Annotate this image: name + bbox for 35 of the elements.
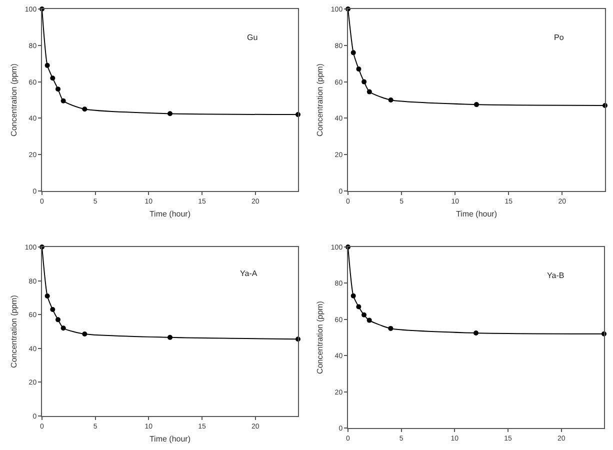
point [366, 89, 372, 94]
point [60, 326, 66, 331]
point [56, 317, 60, 322]
x-axis-title: Time (hour) [149, 434, 191, 444]
point [356, 304, 362, 310]
point [44, 62, 50, 68]
point [474, 330, 478, 336]
point [350, 50, 356, 56]
annotation: Gu [247, 33, 258, 42]
point [388, 326, 394, 331]
point [362, 312, 366, 318]
point [60, 98, 66, 104]
point [474, 102, 479, 108]
point [388, 98, 394, 102]
point [366, 318, 372, 323]
point [356, 66, 362, 72]
point [50, 307, 56, 312]
point [82, 106, 88, 112]
point [362, 79, 367, 84]
y-axis-title: Concentration (ppm) [10, 63, 19, 136]
point [82, 332, 88, 337]
point [56, 86, 60, 92]
point [168, 111, 172, 116]
annotation: Ya-A [240, 269, 258, 278]
point [50, 76, 56, 81]
y-axis-title: Concentration (ppm) [10, 294, 19, 368]
annotation: Ya-B [547, 271, 564, 280]
x-axis-title: Time (hour) [456, 210, 498, 218]
x-axis-title: Time (hour) [149, 210, 191, 218]
y-axis-title: Concentration (ppm) [316, 300, 325, 374]
point [350, 293, 356, 298]
y-axis-title: Concentration (ppm) [316, 63, 325, 136]
annotation: Po [554, 33, 564, 42]
point [44, 294, 50, 299]
point [168, 334, 172, 340]
